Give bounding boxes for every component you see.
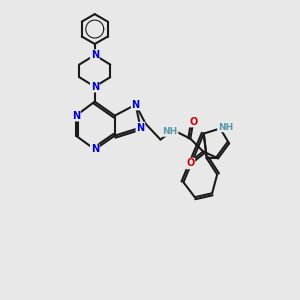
Text: N: N: [91, 144, 99, 154]
Text: NH: NH: [162, 127, 178, 136]
Text: N: N: [72, 111, 80, 121]
Text: N: N: [132, 100, 140, 110]
Text: NH: NH: [218, 122, 233, 131]
Text: N: N: [136, 123, 145, 133]
Text: N: N: [91, 82, 99, 92]
Text: O: O: [186, 158, 194, 168]
Text: N: N: [91, 50, 99, 60]
Text: O: O: [189, 117, 197, 127]
